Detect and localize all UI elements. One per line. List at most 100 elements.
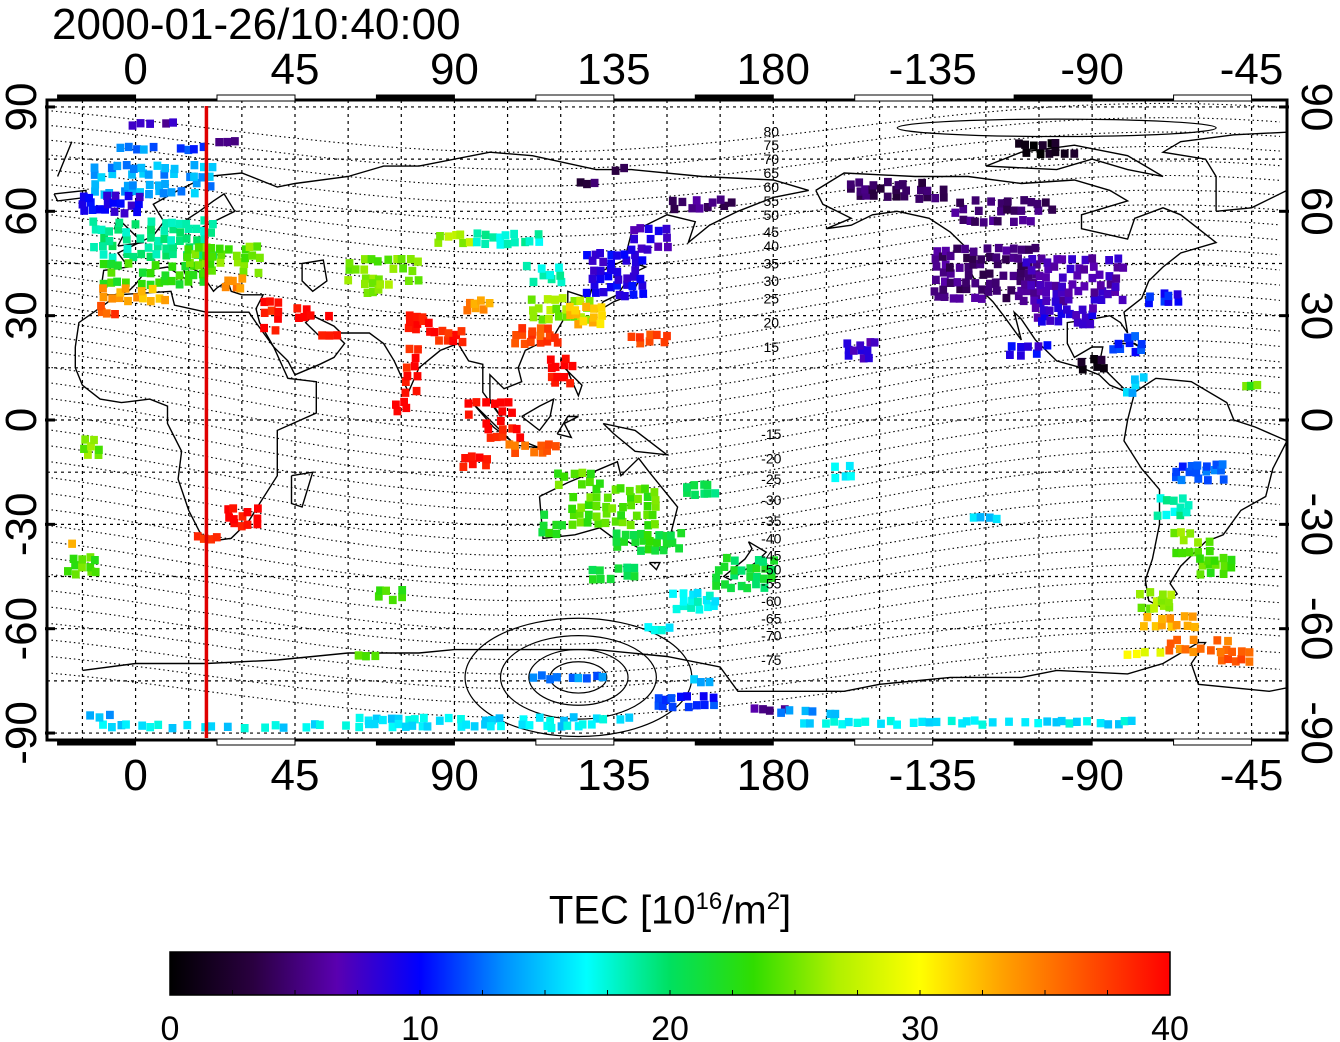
tec-cell [629, 272, 638, 281]
tec-cell [822, 719, 830, 728]
tec-cell [71, 570, 80, 579]
tec-cell [1176, 503, 1185, 512]
tec-cell [529, 673, 538, 682]
tec-cell [496, 233, 504, 242]
tec-cell [86, 198, 95, 207]
tec-cell [169, 225, 178, 234]
tec-cell [115, 218, 124, 227]
tec-cell [615, 290, 624, 300]
contour-line [47, 293, 1280, 369]
tec-cell [1118, 295, 1127, 305]
tec-cell [78, 563, 86, 572]
tec-cell [145, 190, 153, 199]
tec-cell [107, 259, 115, 269]
tec-cell [1052, 289, 1061, 299]
y-tick-label-right: -90 [1292, 701, 1340, 765]
tec-cell [1003, 197, 1012, 206]
tec-cell [1021, 280, 1029, 289]
tec-cell [611, 166, 620, 175]
contour-label: -45 [761, 548, 781, 564]
tec-cell [988, 718, 997, 727]
tec-cell [170, 169, 178, 178]
tec-cell [1033, 313, 1042, 322]
tec-cell [539, 521, 548, 530]
tec-cell [547, 723, 556, 733]
tec-cell [563, 721, 572, 730]
tec-cell [406, 255, 415, 264]
tec-cell [1164, 297, 1173, 306]
tec-cell [665, 623, 674, 632]
tec-cluster [576, 178, 599, 189]
tec-cell [99, 259, 108, 269]
tec-cell [544, 324, 552, 333]
tec-cell [208, 163, 217, 172]
tec-cell [198, 173, 207, 182]
tec-cell [583, 251, 591, 260]
tec-cell [1159, 601, 1168, 610]
tec-cell [399, 264, 407, 273]
tec-cell [977, 294, 986, 303]
tec-cell [1114, 339, 1123, 349]
tec-cell [767, 573, 776, 582]
y-tick-label-right: 60 [1292, 187, 1340, 236]
tec-cluster [627, 330, 671, 348]
tec-cell [643, 531, 652, 540]
tec-cell [1111, 287, 1119, 296]
tec-cell [123, 181, 132, 191]
tec-cell [414, 257, 422, 266]
tec-cell [1237, 655, 1246, 664]
tec-cell [471, 303, 480, 313]
tec-cell [969, 260, 978, 269]
polar-contour-oval [499, 635, 657, 720]
tec-cell [566, 379, 574, 388]
tec-cell [155, 278, 164, 287]
tec-cell [964, 262, 973, 272]
tec-cell [1052, 718, 1061, 727]
tec-cell [543, 721, 552, 731]
tec-cell [1073, 717, 1081, 726]
contour-label: 65 [763, 165, 779, 181]
tec-cell [367, 255, 376, 264]
tec-cell [923, 186, 932, 195]
tec-cell [508, 424, 517, 433]
tec-cell [991, 278, 1000, 287]
tec-cell [737, 581, 746, 591]
tec-cell [406, 317, 414, 326]
tec-cell [151, 261, 160, 270]
tec-cell [1017, 245, 1026, 254]
contour-line [47, 647, 1280, 704]
tec-cell [552, 529, 561, 539]
tec-cell [703, 489, 712, 498]
tec-cell [683, 483, 691, 492]
tec-cell [128, 170, 136, 179]
tec-cell [387, 714, 396, 723]
tec-cell [121, 284, 130, 293]
tec-cell [1021, 140, 1029, 149]
tec-cell [430, 328, 439, 337]
tec-cell [831, 462, 839, 471]
tec-cell [625, 713, 634, 722]
tec-cell [627, 493, 635, 502]
tec-cell [1032, 349, 1041, 358]
tec-cell [457, 722, 466, 731]
tec-cell [167, 236, 176, 245]
tec-cluster [1136, 588, 1176, 613]
tec-cell [1043, 341, 1052, 350]
tec-cluster [1165, 635, 1232, 657]
tec-cell [137, 249, 146, 259]
tec-cell [486, 433, 495, 442]
tec-cell [588, 274, 597, 283]
tec-cell [355, 713, 364, 723]
tec-cell [971, 217, 979, 226]
tec-cell [511, 441, 519, 450]
tec-cell [587, 469, 595, 478]
tec-cluster [554, 468, 604, 489]
tec-cell [569, 713, 578, 722]
x-axis-band [216, 738, 296, 746]
tec-cell [153, 161, 162, 170]
tec-cluster [1123, 373, 1148, 397]
x-tick-label-bottom: -135 [889, 751, 977, 800]
tec-cell [413, 319, 422, 328]
tec-cell [683, 692, 691, 701]
tec-cell [930, 287, 939, 296]
